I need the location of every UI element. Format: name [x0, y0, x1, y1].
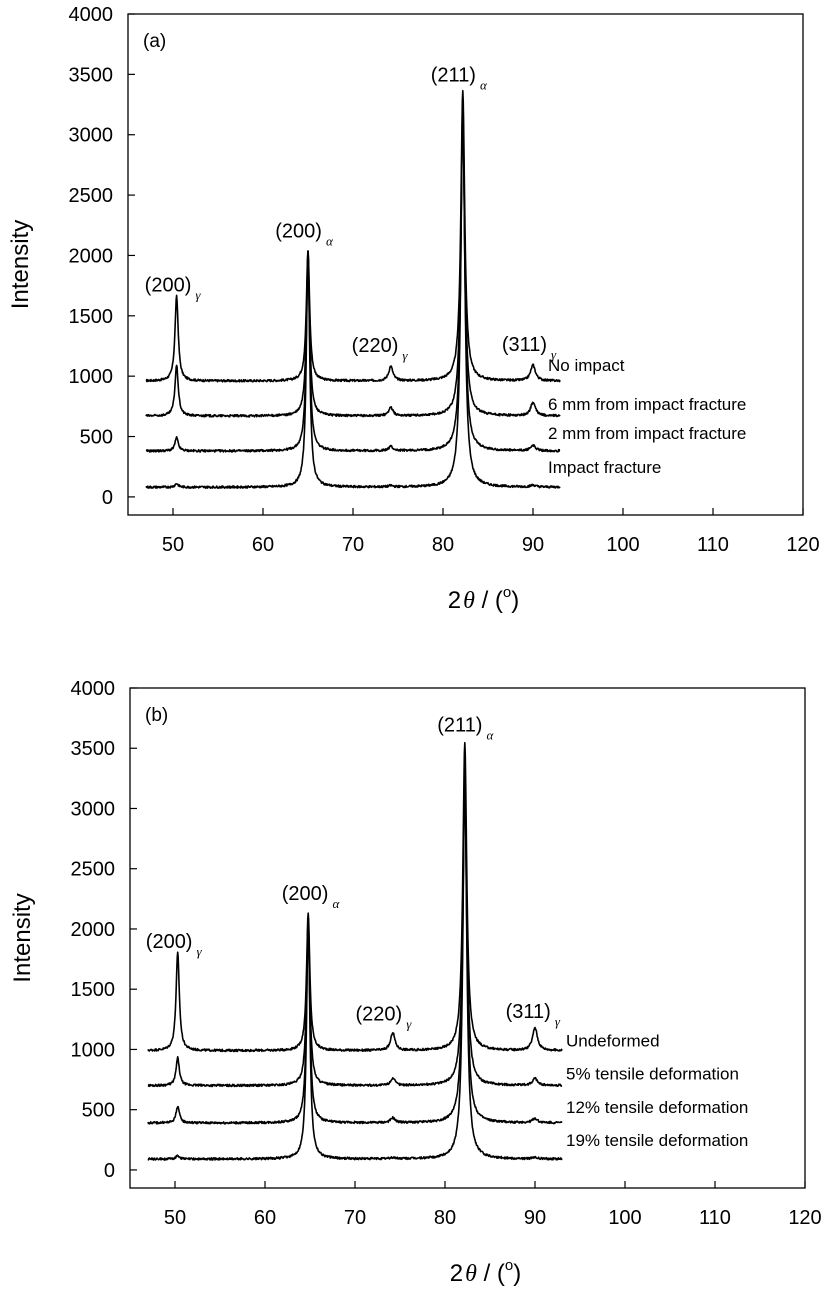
- peak-label: (311) γ: [502, 334, 557, 362]
- plot-frame: [127, 13, 804, 516]
- x-tick-label: 120: [788, 1207, 821, 1229]
- x-tick-label: 50: [164, 1207, 186, 1229]
- series-label: 6 mm from impact fracture: [548, 395, 746, 414]
- y-tick-label: 3000: [71, 798, 116, 820]
- x-tick-label: 100: [608, 1207, 641, 1229]
- chart-panel-b: 50 60 70 80 90 100 110 120 0 500 1000 1500 2000 2500 3…: [9, 678, 822, 1287]
- x-axis-title: 2θ / (o): [448, 584, 520, 614]
- series-line: [147, 779, 563, 1161]
- series-line: [145, 113, 561, 453]
- y-tick-label: 3500: [71, 738, 116, 760]
- peak-label: (220) γ: [355, 1004, 412, 1032]
- x-tick-label: 100: [606, 534, 639, 556]
- peak-label: (200) γ: [146, 931, 203, 959]
- peak-label: (211) α: [431, 65, 488, 93]
- y-tick-label: 1000: [69, 366, 114, 388]
- series-label: 12% tensile deformation: [566, 1098, 748, 1117]
- y-tick-label: 500: [82, 1100, 115, 1122]
- y-tick-label: 4000: [69, 4, 114, 26]
- y-tick-label: 0: [102, 487, 113, 509]
- peak-label: (200) γ: [145, 275, 202, 303]
- y-tick-label: 2000: [71, 919, 116, 941]
- peak-label: (200) α: [275, 220, 334, 248]
- peak-label: (211) α: [437, 714, 494, 742]
- x-tick-label: 80: [432, 534, 454, 556]
- series-label: 2 mm from impact fracture: [548, 424, 746, 443]
- x-tick-label: 70: [344, 1207, 366, 1229]
- series-label: 19% tensile deformation: [566, 1131, 748, 1150]
- x-tick-label: 120: [786, 534, 819, 556]
- y-axis-title: Intensity: [9, 893, 36, 982]
- peak-label: (311) γ: [506, 1001, 561, 1029]
- y-tick-label: 2500: [71, 859, 116, 881]
- y-tick-label: 2500: [69, 185, 114, 207]
- y-tick-label: 1000: [71, 1039, 116, 1061]
- y-tick-label: 1500: [69, 306, 114, 328]
- y-tick-label: 1500: [71, 979, 116, 1001]
- series-line: [147, 773, 563, 1088]
- x-tick-label: 50: [162, 534, 184, 556]
- y-tick-label: 4000: [71, 678, 116, 700]
- panel-tag: (b): [145, 705, 168, 726]
- y-tick-label: 0: [104, 1160, 115, 1182]
- series-label: No impact: [548, 356, 625, 375]
- x-tick-label: 60: [252, 534, 274, 556]
- series-label: Impact fracture: [548, 458, 661, 477]
- series-line: [147, 741, 563, 1053]
- y-tick-label: 3000: [69, 125, 114, 147]
- x-tick-label: 70: [342, 534, 364, 556]
- x-tick-label: 90: [522, 534, 544, 556]
- series-line: [145, 98, 561, 489]
- y-axis-title: Intensity: [7, 220, 34, 309]
- y-tick-label: 3500: [69, 64, 114, 86]
- panel-tag: (a): [143, 31, 166, 52]
- series-line: [145, 115, 561, 418]
- x-tick-label: 60: [254, 1207, 276, 1229]
- series-line: [145, 89, 561, 383]
- chart-panel-a: 50 60 70 80 90 100 110 120 0 500 1000 1500 2000 2500 3…: [7, 4, 820, 614]
- peak-label: (200) α: [282, 883, 341, 911]
- plot-frame: [129, 687, 806, 1189]
- peak-label: (220) γ: [352, 335, 409, 363]
- series-label: 5% tensile deformation: [566, 1065, 739, 1084]
- series-label: Undeformed: [566, 1032, 660, 1051]
- x-tick-label: 110: [699, 1207, 731, 1229]
- x-axis-title: 2θ / (o): [450, 1257, 522, 1287]
- x-tick-label: 90: [524, 1207, 546, 1229]
- x-tick-label: 110: [697, 534, 729, 556]
- y-tick-label: 500: [80, 427, 113, 449]
- series-line: [147, 776, 563, 1125]
- y-tick-label: 2000: [69, 245, 114, 267]
- x-tick-label: 80: [434, 1207, 456, 1229]
